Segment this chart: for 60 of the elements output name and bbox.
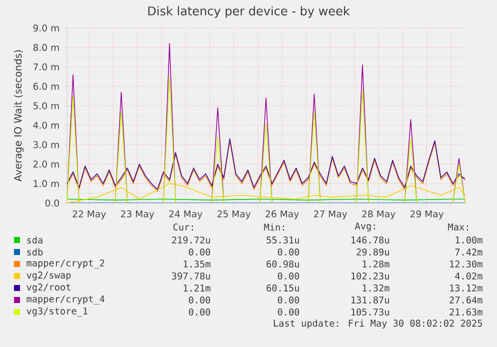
text: 102.23u bbox=[352, 272, 389, 280]
text: 1.21m bbox=[184, 284, 210, 292]
x-tick-label: 28 May bbox=[362, 210, 396, 220]
y-tick-label: 3.0 m bbox=[33, 141, 59, 148]
x-tick-label: 26 May bbox=[266, 210, 299, 220]
x-tick-label: 27 May bbox=[314, 210, 348, 220]
text: 131.87u bbox=[352, 296, 389, 304]
text: 105.73u bbox=[352, 308, 389, 316]
text: 27.64m bbox=[450, 296, 482, 304]
text: Min: bbox=[264, 223, 284, 231]
text: Cur: bbox=[173, 223, 193, 231]
y-tick-label: 5.0 m bbox=[33, 102, 59, 110]
text: 0.00 bbox=[188, 296, 210, 304]
text: 12.30m bbox=[450, 260, 482, 268]
legend-label: vg2/swap bbox=[26, 272, 71, 280]
text: 1.00m bbox=[456, 236, 482, 244]
x-tick-label: 23 May bbox=[120, 210, 154, 220]
y-tick-label: 0.0 bbox=[45, 199, 59, 207]
y-tick-label: 7.0 m bbox=[33, 63, 59, 70]
y-tick-label: 9.0 m bbox=[33, 24, 59, 32]
x-tick-label: 25 May bbox=[217, 210, 251, 220]
y-tick-label: 2.0 m bbox=[33, 160, 59, 168]
y-tick-label: 6.0 m bbox=[33, 82, 59, 90]
text: 0.00 bbox=[278, 296, 300, 304]
y-tick-label: 8.0 m bbox=[33, 44, 59, 51]
x-tick-label: 24 May bbox=[169, 210, 202, 220]
legend-label: mapper/crypt_4 bbox=[26, 296, 104, 304]
text: 29.89u bbox=[356, 248, 389, 256]
x-tick-label: 22 May bbox=[72, 210, 106, 220]
legend-label: sdb bbox=[27, 248, 43, 256]
text: Last update: Fri May 30 08:02:02 2025 bbox=[274, 319, 482, 329]
text: Max: bbox=[448, 224, 468, 230]
y-tick-label: 4.0 m bbox=[33, 122, 59, 129]
text: 0.00 bbox=[278, 248, 300, 256]
text: 0.00 bbox=[188, 248, 210, 256]
text: 397.78u bbox=[172, 272, 210, 280]
text: 60.15u bbox=[266, 284, 299, 292]
text: 7.42m bbox=[455, 248, 482, 256]
text: 4.02m bbox=[455, 272, 482, 280]
text: 60.98u bbox=[266, 260, 299, 268]
legend-label: vg3/store_1 bbox=[26, 307, 88, 317]
y-axis-title: Average IO Wait (seconds) bbox=[14, 50, 24, 182]
y-tick-label: 1.0 m bbox=[34, 180, 59, 188]
text: 1.28m bbox=[362, 260, 390, 268]
text: 55.31u bbox=[266, 236, 299, 244]
x-tick-label: 29 May bbox=[410, 210, 444, 220]
legend-label: vg2/root bbox=[26, 284, 70, 292]
text: 0.00 bbox=[278, 308, 300, 316]
text: 0.00 bbox=[188, 308, 210, 316]
text: 1.32m bbox=[362, 284, 390, 292]
text: 1.35m bbox=[184, 260, 210, 268]
text: 13.12m bbox=[450, 284, 482, 292]
text: 146.78u bbox=[352, 236, 389, 244]
text: 219.72u bbox=[172, 236, 210, 244]
text: 21.63m bbox=[450, 308, 482, 316]
text: 0.00 bbox=[278, 272, 300, 280]
chart-title: Disk latency per device - by week bbox=[148, 6, 350, 18]
text: Avg: bbox=[354, 222, 375, 232]
legend-label: mapper/crypt_2 bbox=[26, 259, 104, 269]
legend-label: sda bbox=[27, 236, 42, 244]
